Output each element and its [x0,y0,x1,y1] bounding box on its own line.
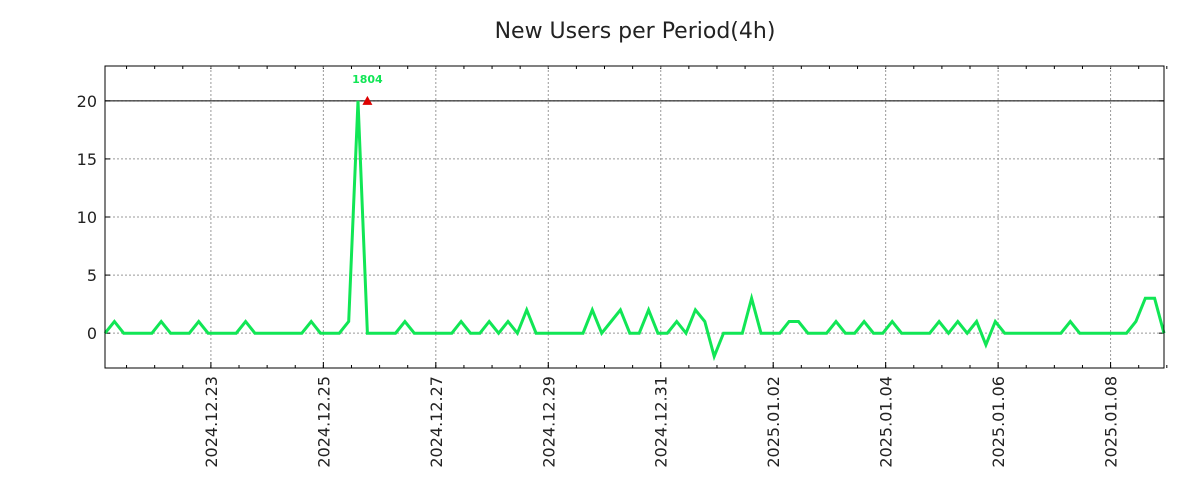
y-tick-label: 5 [87,266,97,285]
chart-title: New Users per Period(4h) [495,19,776,44]
x-tick-label: 2025.01.02 [764,376,783,468]
peak-annotation: 1804 [352,73,383,86]
peak-marker [362,95,373,105]
x-tick-label: 2024.12.27 [427,376,446,468]
x-tick-label: 2024.12.25 [314,376,333,468]
series-line-new-users [103,100,1166,362]
x-tick-label: 2024.12.31 [652,376,671,468]
y-tick-label: 20 [77,92,97,111]
plot-frame [104,65,1165,369]
x-tick-label: 2024.12.29 [539,376,558,468]
x-tick-label: 2024.12.23 [202,376,221,468]
y-tick-label: 15 [77,150,97,169]
x-tick-label: 2025.01.04 [877,376,896,468]
y-tick-label: 0 [87,324,97,343]
x-tick-label: 2025.01.06 [989,376,1008,468]
x-tick-label: 2025.01.08 [1102,376,1121,468]
y-tick-label: 10 [77,208,97,227]
